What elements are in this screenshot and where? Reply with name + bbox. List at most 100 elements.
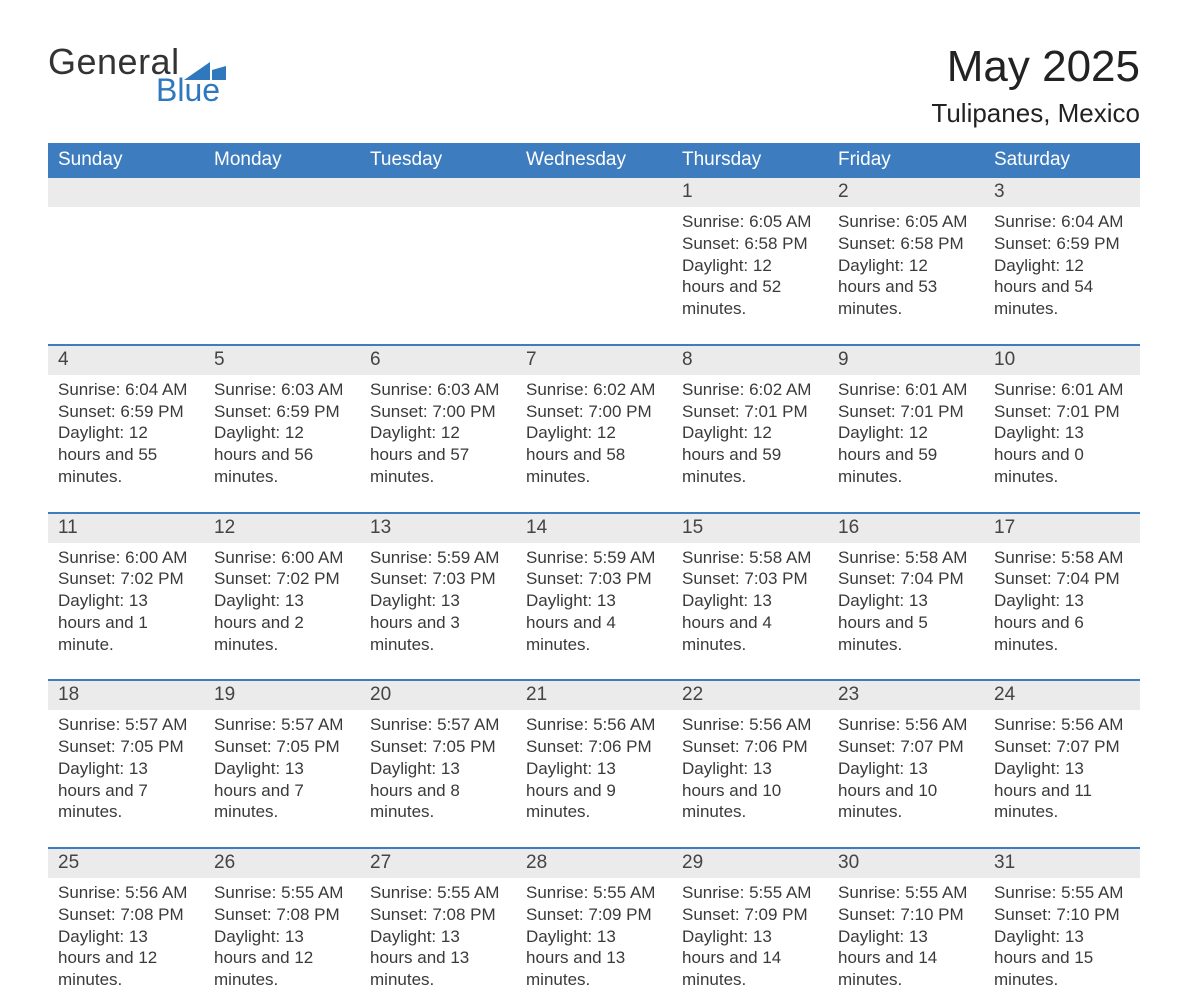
day-number: 7 [516,346,672,375]
day-number: 26 [204,849,360,878]
sunrise-line: Sunrise: 6:01 AM [994,379,1130,401]
sunset-line: Sunset: 7:07 PM [838,736,974,758]
daylight-line: Daylight: 13 hours and 10 minutes. [682,758,818,823]
day-cell: Sunrise: 5:58 AMSunset: 7:04 PMDaylight:… [984,543,1140,658]
dow-tuesday: Tuesday [360,143,516,178]
sunrise-line: Sunrise: 6:02 AM [526,379,662,401]
day-number: 4 [48,346,204,375]
day-cell: Sunrise: 5:55 AMSunset: 7:09 PMDaylight:… [672,878,828,993]
day-number: 12 [204,514,360,543]
weeks-container: 123Sunrise: 6:05 AMSunset: 6:58 PMDaylig… [48,178,1140,993]
day-cell: Sunrise: 6:00 AMSunset: 7:02 PMDaylight:… [48,543,204,658]
daybody-row: Sunrise: 5:57 AMSunset: 7:05 PMDaylight:… [48,710,1140,825]
day-cell [360,207,516,322]
daynum-row: 18192021222324 [48,681,1140,710]
sunrise-line: Sunrise: 5:55 AM [994,882,1130,904]
day-cell: Sunrise: 6:02 AMSunset: 7:01 PMDaylight:… [672,375,828,490]
daynum-row: 25262728293031 [48,849,1140,878]
title-block: May 2025 Tulipanes, Mexico [931,44,1140,129]
sunrise-line: Sunrise: 6:05 AM [682,211,818,233]
day-number: 2 [828,178,984,207]
day-cell: Sunrise: 6:01 AMSunset: 7:01 PMDaylight:… [828,375,984,490]
daylight-line: Daylight: 13 hours and 13 minutes. [370,926,506,991]
day-cell: Sunrise: 6:03 AMSunset: 7:00 PMDaylight:… [360,375,516,490]
daylight-line: Daylight: 13 hours and 13 minutes. [526,926,662,991]
sunset-line: Sunset: 7:01 PM [682,401,818,423]
daylight-line: Daylight: 13 hours and 0 minutes. [994,422,1130,487]
day-cell: Sunrise: 5:56 AMSunset: 7:07 PMDaylight:… [984,710,1140,825]
sunset-line: Sunset: 7:05 PM [370,736,506,758]
sunrise-line: Sunrise: 5:55 AM [838,882,974,904]
daylight-line: Daylight: 12 hours and 53 minutes. [838,255,974,320]
day-number: 20 [360,681,516,710]
day-number: 16 [828,514,984,543]
day-number: 27 [360,849,516,878]
daylight-line: Daylight: 12 hours and 56 minutes. [214,422,350,487]
sunset-line: Sunset: 7:10 PM [994,904,1130,926]
daylight-line: Daylight: 13 hours and 4 minutes. [526,590,662,655]
daylight-line: Daylight: 13 hours and 12 minutes. [214,926,350,991]
day-number [360,178,516,207]
day-number: 28 [516,849,672,878]
daylight-line: Daylight: 12 hours and 59 minutes. [838,422,974,487]
daylight-line: Daylight: 12 hours and 55 minutes. [58,422,194,487]
dow-header-row: Sunday Monday Tuesday Wednesday Thursday… [48,143,1140,178]
day-cell: Sunrise: 6:00 AMSunset: 7:02 PMDaylight:… [204,543,360,658]
day-cell: Sunrise: 6:03 AMSunset: 6:59 PMDaylight:… [204,375,360,490]
day-number: 25 [48,849,204,878]
sunset-line: Sunset: 7:05 PM [58,736,194,758]
sunrise-line: Sunrise: 6:00 AM [58,547,194,569]
day-number: 13 [360,514,516,543]
day-number: 18 [48,681,204,710]
day-cell: Sunrise: 5:57 AMSunset: 7:05 PMDaylight:… [204,710,360,825]
day-cell: Sunrise: 5:55 AMSunset: 7:08 PMDaylight:… [360,878,516,993]
sunrise-line: Sunrise: 5:58 AM [682,547,818,569]
day-number: 10 [984,346,1140,375]
day-number: 8 [672,346,828,375]
sunrise-line: Sunrise: 6:00 AM [214,547,350,569]
week-row: 11121314151617Sunrise: 6:00 AMSunset: 7:… [48,512,1140,658]
day-number [48,178,204,207]
day-cell: Sunrise: 5:59 AMSunset: 7:03 PMDaylight:… [360,543,516,658]
day-number [516,178,672,207]
day-cell: Sunrise: 5:55 AMSunset: 7:10 PMDaylight:… [984,878,1140,993]
sunrise-line: Sunrise: 5:57 AM [58,714,194,736]
sunset-line: Sunset: 7:09 PM [526,904,662,926]
sunrise-line: Sunrise: 5:56 AM [682,714,818,736]
sunrise-line: Sunrise: 5:56 AM [58,882,194,904]
daylight-line: Daylight: 13 hours and 2 minutes. [214,590,350,655]
sunset-line: Sunset: 7:08 PM [58,904,194,926]
daybody-row: Sunrise: 5:56 AMSunset: 7:08 PM Daylight:… [48,878,1140,993]
day-cell: Sunrise: 6:01 AMSunset: 7:01 PMDaylight:… [984,375,1140,490]
day-number: 14 [516,514,672,543]
sunset-line: Sunset: 6:58 PM [838,233,974,255]
header-bar: General Blue May 2025 Tulipanes, Mexico [48,44,1140,129]
sunrise-line: Sunrise: 5:57 AM [214,714,350,736]
daynum-row: 11121314151617 [48,514,1140,543]
day-cell: Sunrise: 6:05 AMSunset: 6:58 PMDaylight:… [828,207,984,322]
calendar: Sunday Monday Tuesday Wednesday Thursday… [48,143,1140,993]
daynum-row: 123 [48,178,1140,207]
daylight-line: Daylight: 13 hours and 9 minutes. [526,758,662,823]
daylight-line: Daylight: 13 hours and 7 minutes. [58,758,194,823]
daylight-line: Daylight: 12 hours and 54 minutes. [994,255,1130,320]
sunset-line: Sunset: 7:03 PM [682,568,818,590]
sunrise-line: Sunrise: 5:58 AM [838,547,974,569]
sunrise-line: Sunrise: 6:03 AM [370,379,506,401]
daylight-line: Daylight: 13 hours and 15 minutes. [994,926,1130,991]
sunrise-line: Sunrise: 6:01 AM [838,379,974,401]
day-number: 9 [828,346,984,375]
sunset-line: Sunset: 7:10 PM [838,904,974,926]
dow-monday: Monday [204,143,360,178]
week-row: 18192021222324Sunrise: 5:57 AMSunset: 7:… [48,679,1140,825]
title-month-year: May 2025 [931,44,1140,90]
daylight-line: Daylight: 12 hours and 58 minutes. [526,422,662,487]
daynum-row: 45678910 [48,346,1140,375]
sunrise-line: Sunrise: 6:03 AM [214,379,350,401]
title-location: Tulipanes, Mexico [931,98,1140,129]
day-number: 23 [828,681,984,710]
sunrise-line: Sunrise: 5:55 AM [370,882,506,904]
daylight-line: Daylight: 13 hours and 14 minutes. [682,926,818,991]
week-row: 25262728293031Sunrise: 5:56 AMSunset: 7:… [48,847,1140,993]
daylight-line: Daylight: 13 hours and 8 minutes. [370,758,506,823]
